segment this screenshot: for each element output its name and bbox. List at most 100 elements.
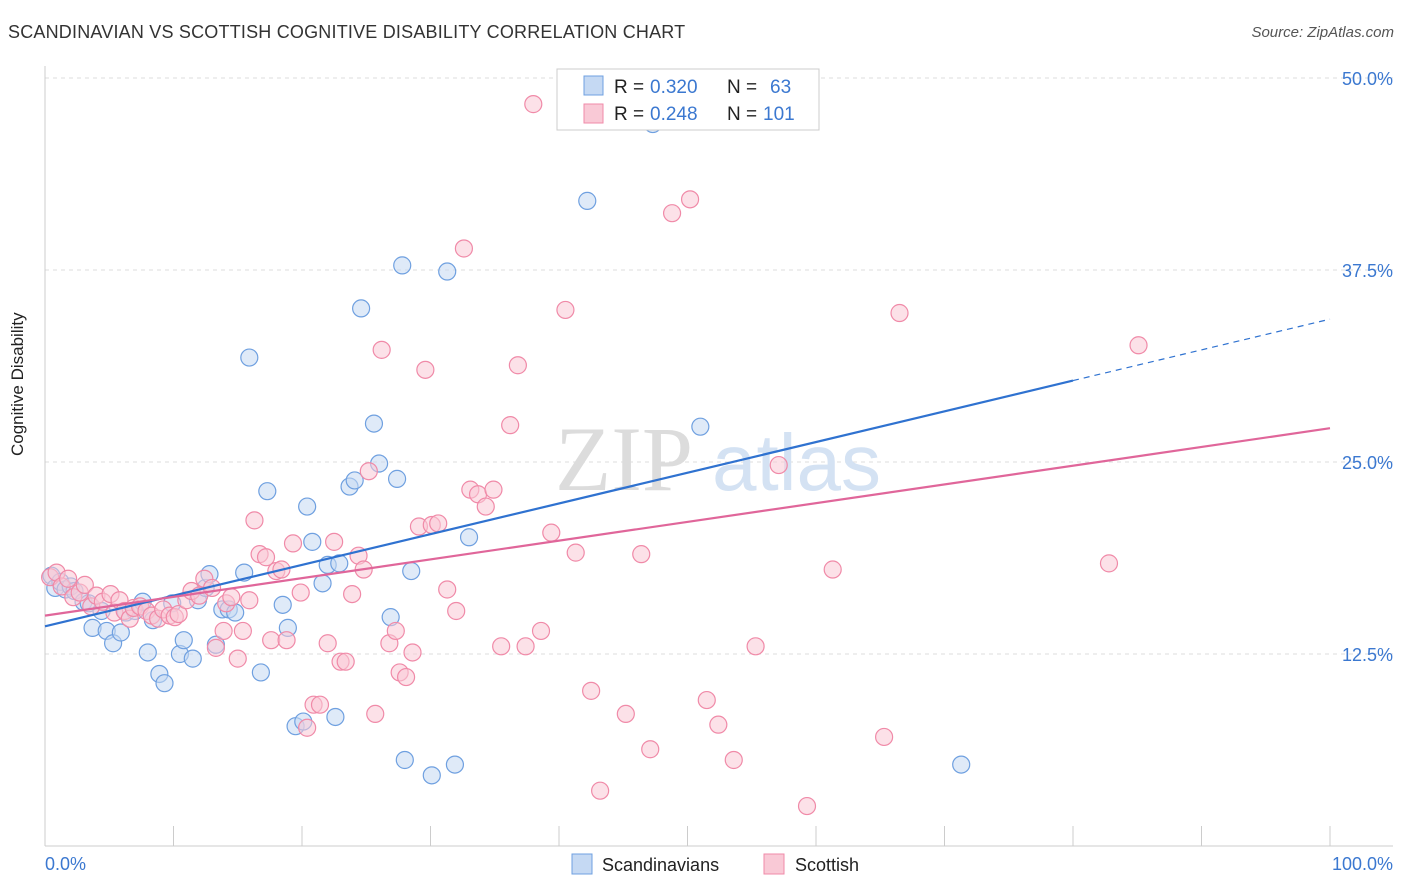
point-scottish xyxy=(566,543,585,562)
point-scandinavians xyxy=(459,528,479,547)
point-scottish xyxy=(516,637,535,656)
point-scottish xyxy=(228,649,247,668)
point-scandinavians xyxy=(445,755,465,774)
point-scottish xyxy=(746,637,765,656)
point-scandinavians xyxy=(364,414,384,433)
point-scottish xyxy=(724,750,743,770)
point-scandinavians xyxy=(422,766,441,785)
point-scottish xyxy=(366,704,385,724)
point-scandinavians xyxy=(438,262,457,281)
source-label: Source: ZipAtlas.com xyxy=(1251,24,1394,41)
data-points xyxy=(41,95,1148,816)
point-scottish xyxy=(336,652,355,671)
watermark-atlas: atlas xyxy=(712,418,881,507)
legend-r-label: R = xyxy=(614,104,644,125)
point-scottish xyxy=(256,548,276,567)
x-tick-label: 0.0% xyxy=(45,854,86,874)
point-scottish xyxy=(697,690,716,710)
point-scandinavians xyxy=(240,348,259,367)
point-scandinavians xyxy=(393,256,412,275)
point-scottish xyxy=(501,416,520,435)
legend-r-value: 0.248 xyxy=(650,104,698,125)
point-scottish xyxy=(508,356,527,375)
point-scottish xyxy=(283,534,303,553)
point-scottish xyxy=(875,727,894,747)
point-scottish xyxy=(429,514,448,533)
axes: 12.5% 25.0% 37.5% 50.0% 0.0% 100.0% xyxy=(44,66,1393,874)
point-scottish xyxy=(386,621,405,641)
point-scandinavians xyxy=(298,497,317,516)
legend-n-value: 63 xyxy=(770,77,791,98)
point-scottish xyxy=(291,583,310,602)
point-scandinavians xyxy=(303,532,322,551)
point-scottish xyxy=(890,303,909,323)
chart-title: SCANDINAVIAN VS SCOTTISH COGNITIVE DISAB… xyxy=(8,22,686,42)
point-scottish xyxy=(438,580,457,599)
point-scottish xyxy=(709,715,728,734)
point-scottish xyxy=(524,95,543,114)
point-scottish xyxy=(492,637,511,656)
point-scandinavians xyxy=(273,595,292,614)
point-scottish xyxy=(823,560,842,579)
point-scandinavians xyxy=(183,649,202,668)
point-scottish xyxy=(641,740,660,759)
point-scandinavians xyxy=(395,750,414,770)
y-tick-label: 25.0% xyxy=(1342,453,1393,473)
point-scottish xyxy=(75,575,94,594)
legend-r-value: 0.320 xyxy=(650,77,698,98)
y-tick-label: 37.5% xyxy=(1342,261,1393,281)
point-scottish xyxy=(476,497,495,516)
point-scottish xyxy=(318,634,337,653)
trend-extension-scandinavians xyxy=(1072,318,1331,382)
point-scottish xyxy=(59,569,78,588)
x-tick-label: 100.0% xyxy=(1332,854,1393,874)
legend-r-label: R = xyxy=(614,77,644,98)
point-scottish xyxy=(591,781,610,800)
point-scottish xyxy=(662,204,682,223)
point-scottish xyxy=(169,604,188,624)
point-scottish xyxy=(531,621,551,641)
point-scottish xyxy=(310,695,330,714)
legend-swatch-scandinavians xyxy=(583,75,604,96)
point-scottish xyxy=(447,601,466,621)
point-scandinavians xyxy=(345,471,364,490)
point-scottish xyxy=(245,511,264,530)
point-scottish xyxy=(396,667,416,687)
trend-line-scandinavians xyxy=(44,379,1074,628)
legend-n-label: N = xyxy=(727,104,757,125)
point-scottish xyxy=(372,340,391,359)
legend-label-scandinavians: Scandinavians xyxy=(602,855,719,875)
point-scandinavians xyxy=(155,674,174,693)
point-scottish xyxy=(214,621,233,641)
legend-label-scottish: Scottish xyxy=(795,855,859,875)
point-scandinavians xyxy=(174,631,193,650)
point-scottish xyxy=(403,643,422,662)
legend-series: Scandinavians Scottish xyxy=(571,853,859,875)
point-scottish xyxy=(416,360,435,379)
point-scottish xyxy=(454,239,474,258)
point-scandinavians xyxy=(111,623,130,642)
point-scottish xyxy=(769,455,788,475)
legend-swatch-scandinavians xyxy=(571,853,593,875)
point-scandinavians xyxy=(251,663,270,682)
trend-line-scottish xyxy=(44,427,1331,617)
point-scottish xyxy=(680,190,700,209)
legend-stats: R = 0.320 N = 63 R = 0.248 N = 101 xyxy=(556,68,820,131)
point-scottish xyxy=(240,591,259,610)
point-scottish xyxy=(797,796,817,816)
point-scottish xyxy=(222,588,241,607)
point-scottish xyxy=(298,718,317,737)
legend-n-value: 101 xyxy=(763,104,795,125)
legend-n-label: N = xyxy=(727,77,757,98)
point-scottish xyxy=(542,523,561,542)
point-scandinavians xyxy=(313,574,332,593)
point-scandinavians xyxy=(387,469,407,488)
point-scottish xyxy=(277,631,296,650)
point-scandinavians xyxy=(402,561,421,581)
point-scottish xyxy=(1129,336,1148,355)
point-scottish xyxy=(616,704,635,724)
point-scandinavians xyxy=(952,755,971,774)
point-scottish xyxy=(343,584,362,604)
point-scandinavians xyxy=(352,299,371,318)
